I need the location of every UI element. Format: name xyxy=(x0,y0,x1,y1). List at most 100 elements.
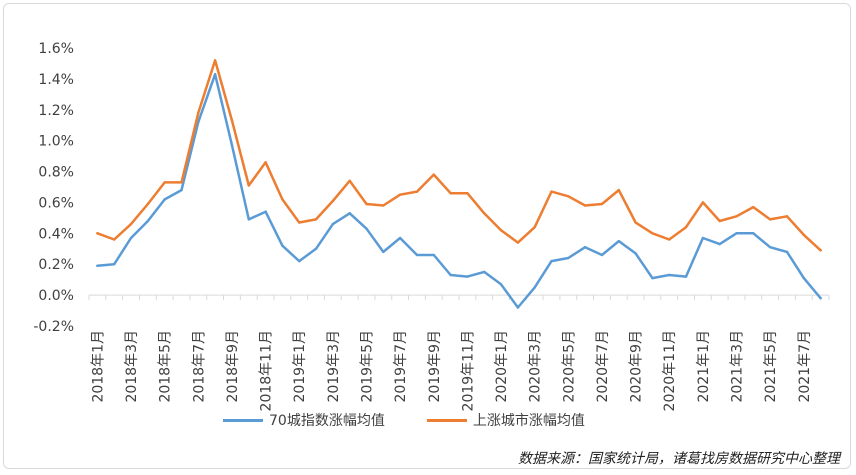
y-tick-label: 1.2% xyxy=(38,103,74,119)
series-0-point xyxy=(213,73,217,76)
y-tick-label: 0.4% xyxy=(38,226,74,242)
series-0-point xyxy=(264,210,267,213)
series-1-point xyxy=(264,161,267,164)
x-tick-label: 2018年7月 xyxy=(191,330,207,403)
series-0-point xyxy=(567,256,570,260)
y-tick-label: -0.2% xyxy=(33,319,74,335)
series-1-point xyxy=(213,59,217,62)
series-1-point xyxy=(701,201,705,204)
series-0-point xyxy=(180,188,183,192)
series-0-point xyxy=(146,219,150,223)
series-0-point xyxy=(298,259,301,263)
legend-swatch-rising-cities xyxy=(426,418,467,422)
y-tick-label: 0.0% xyxy=(38,288,74,304)
series-0-point xyxy=(516,306,520,309)
series-1-point xyxy=(550,190,553,193)
series-1-point xyxy=(600,202,604,206)
legend-swatch-70-cities xyxy=(223,418,263,422)
legend-item-rising-cities: 上涨城市涨幅均值 xyxy=(426,410,585,430)
series-0-point xyxy=(281,244,284,247)
x-tick-label: 2018年5月 xyxy=(158,330,174,403)
legend-item-70-cities: 70城指数涨幅均值 xyxy=(223,410,385,430)
series-line-1 xyxy=(96,59,822,252)
series-0-point xyxy=(483,270,486,274)
x-tick-label: 2020年9月 xyxy=(629,330,645,403)
series-1-point xyxy=(483,212,486,215)
series-0-point xyxy=(197,120,200,124)
x-tick-label: 2019年11月 xyxy=(460,330,476,411)
x-tick-label: 2021年3月 xyxy=(730,330,746,403)
series-0-point xyxy=(432,253,435,257)
y-tick-label: 1.6% xyxy=(38,41,74,57)
series-0-point xyxy=(802,276,805,280)
series-1-point xyxy=(684,225,688,229)
series-0-point xyxy=(415,253,419,257)
chart-legend: 70城指数涨幅均值 上涨城市涨幅均值 xyxy=(223,410,585,430)
x-tick-label: 2019年5月 xyxy=(360,330,376,403)
x-tick-label: 2019年3月 xyxy=(326,330,342,403)
x-tick-label: 2020年7月 xyxy=(595,330,611,403)
series-1-point xyxy=(415,190,419,193)
series-1-point xyxy=(567,195,570,198)
series-0-point xyxy=(449,273,452,277)
series-1-point xyxy=(348,179,351,183)
series-1-point xyxy=(382,204,385,207)
series-0-point xyxy=(163,198,166,201)
series-0-point xyxy=(382,250,385,254)
y-tick-label: 1.4% xyxy=(38,72,74,88)
x-tick-label: 2019年7月 xyxy=(393,330,409,403)
x-tick-label: 2019年9月 xyxy=(427,330,443,403)
series-0-point xyxy=(113,263,116,266)
x-tick-label: 2020年11月 xyxy=(662,330,678,411)
series-0-point xyxy=(617,239,620,243)
series-1-point xyxy=(314,218,318,221)
series-1-point xyxy=(146,202,150,206)
series-1-point xyxy=(466,191,469,195)
series-0-point xyxy=(651,276,654,280)
x-tick-label: 2018年9月 xyxy=(225,330,241,403)
series-1-point xyxy=(113,238,116,241)
series-0-point xyxy=(600,253,604,257)
series-0-point xyxy=(668,273,671,277)
series-1-point xyxy=(583,204,587,207)
series-1-point xyxy=(516,241,520,244)
series-0-point xyxy=(785,250,789,254)
series-0-point xyxy=(735,232,738,235)
series-0-point xyxy=(96,264,99,267)
series-1-point xyxy=(247,184,250,187)
series-0-point xyxy=(230,144,234,147)
series-1-point xyxy=(768,218,772,221)
series-1-point xyxy=(96,232,99,235)
x-tick-label: 2018年3月 xyxy=(124,330,140,403)
series-1-point xyxy=(298,221,301,224)
series-1-point xyxy=(651,232,654,235)
series-0-point xyxy=(398,236,402,240)
series-line-0 xyxy=(96,73,822,309)
series-1-point xyxy=(281,198,284,201)
series-1-point xyxy=(432,173,435,176)
x-tick-label: 2019年1月 xyxy=(292,330,308,403)
series-1-point xyxy=(449,191,452,195)
series-1-point xyxy=(230,119,234,122)
series-1-point xyxy=(785,215,789,218)
series-0-point xyxy=(819,297,822,300)
x-tick-label: 2021年1月 xyxy=(696,330,712,403)
legend-label-rising-cities: 上涨城市涨幅均值 xyxy=(472,413,585,429)
series-1-point xyxy=(735,215,738,218)
legend-label-70-cities: 70城指数涨幅均值 xyxy=(269,413,385,429)
series-1-point xyxy=(163,181,166,184)
series-0-point xyxy=(247,218,250,221)
x-tick-label: 2021年5月 xyxy=(763,330,779,403)
series-1-point xyxy=(499,229,503,232)
x-tick-label: 2018年1月 xyxy=(90,330,106,403)
y-tick-label: 0.6% xyxy=(38,195,74,211)
series-1-point xyxy=(819,249,822,252)
x-tick-label: 2018年11月 xyxy=(259,330,275,411)
x-tick-label: 2021年7月 xyxy=(797,330,813,403)
series-1-point xyxy=(668,238,671,241)
series-0-point xyxy=(634,252,637,255)
series-0-point xyxy=(533,286,536,289)
series-1-point xyxy=(718,219,721,223)
series-1-point xyxy=(129,222,133,226)
